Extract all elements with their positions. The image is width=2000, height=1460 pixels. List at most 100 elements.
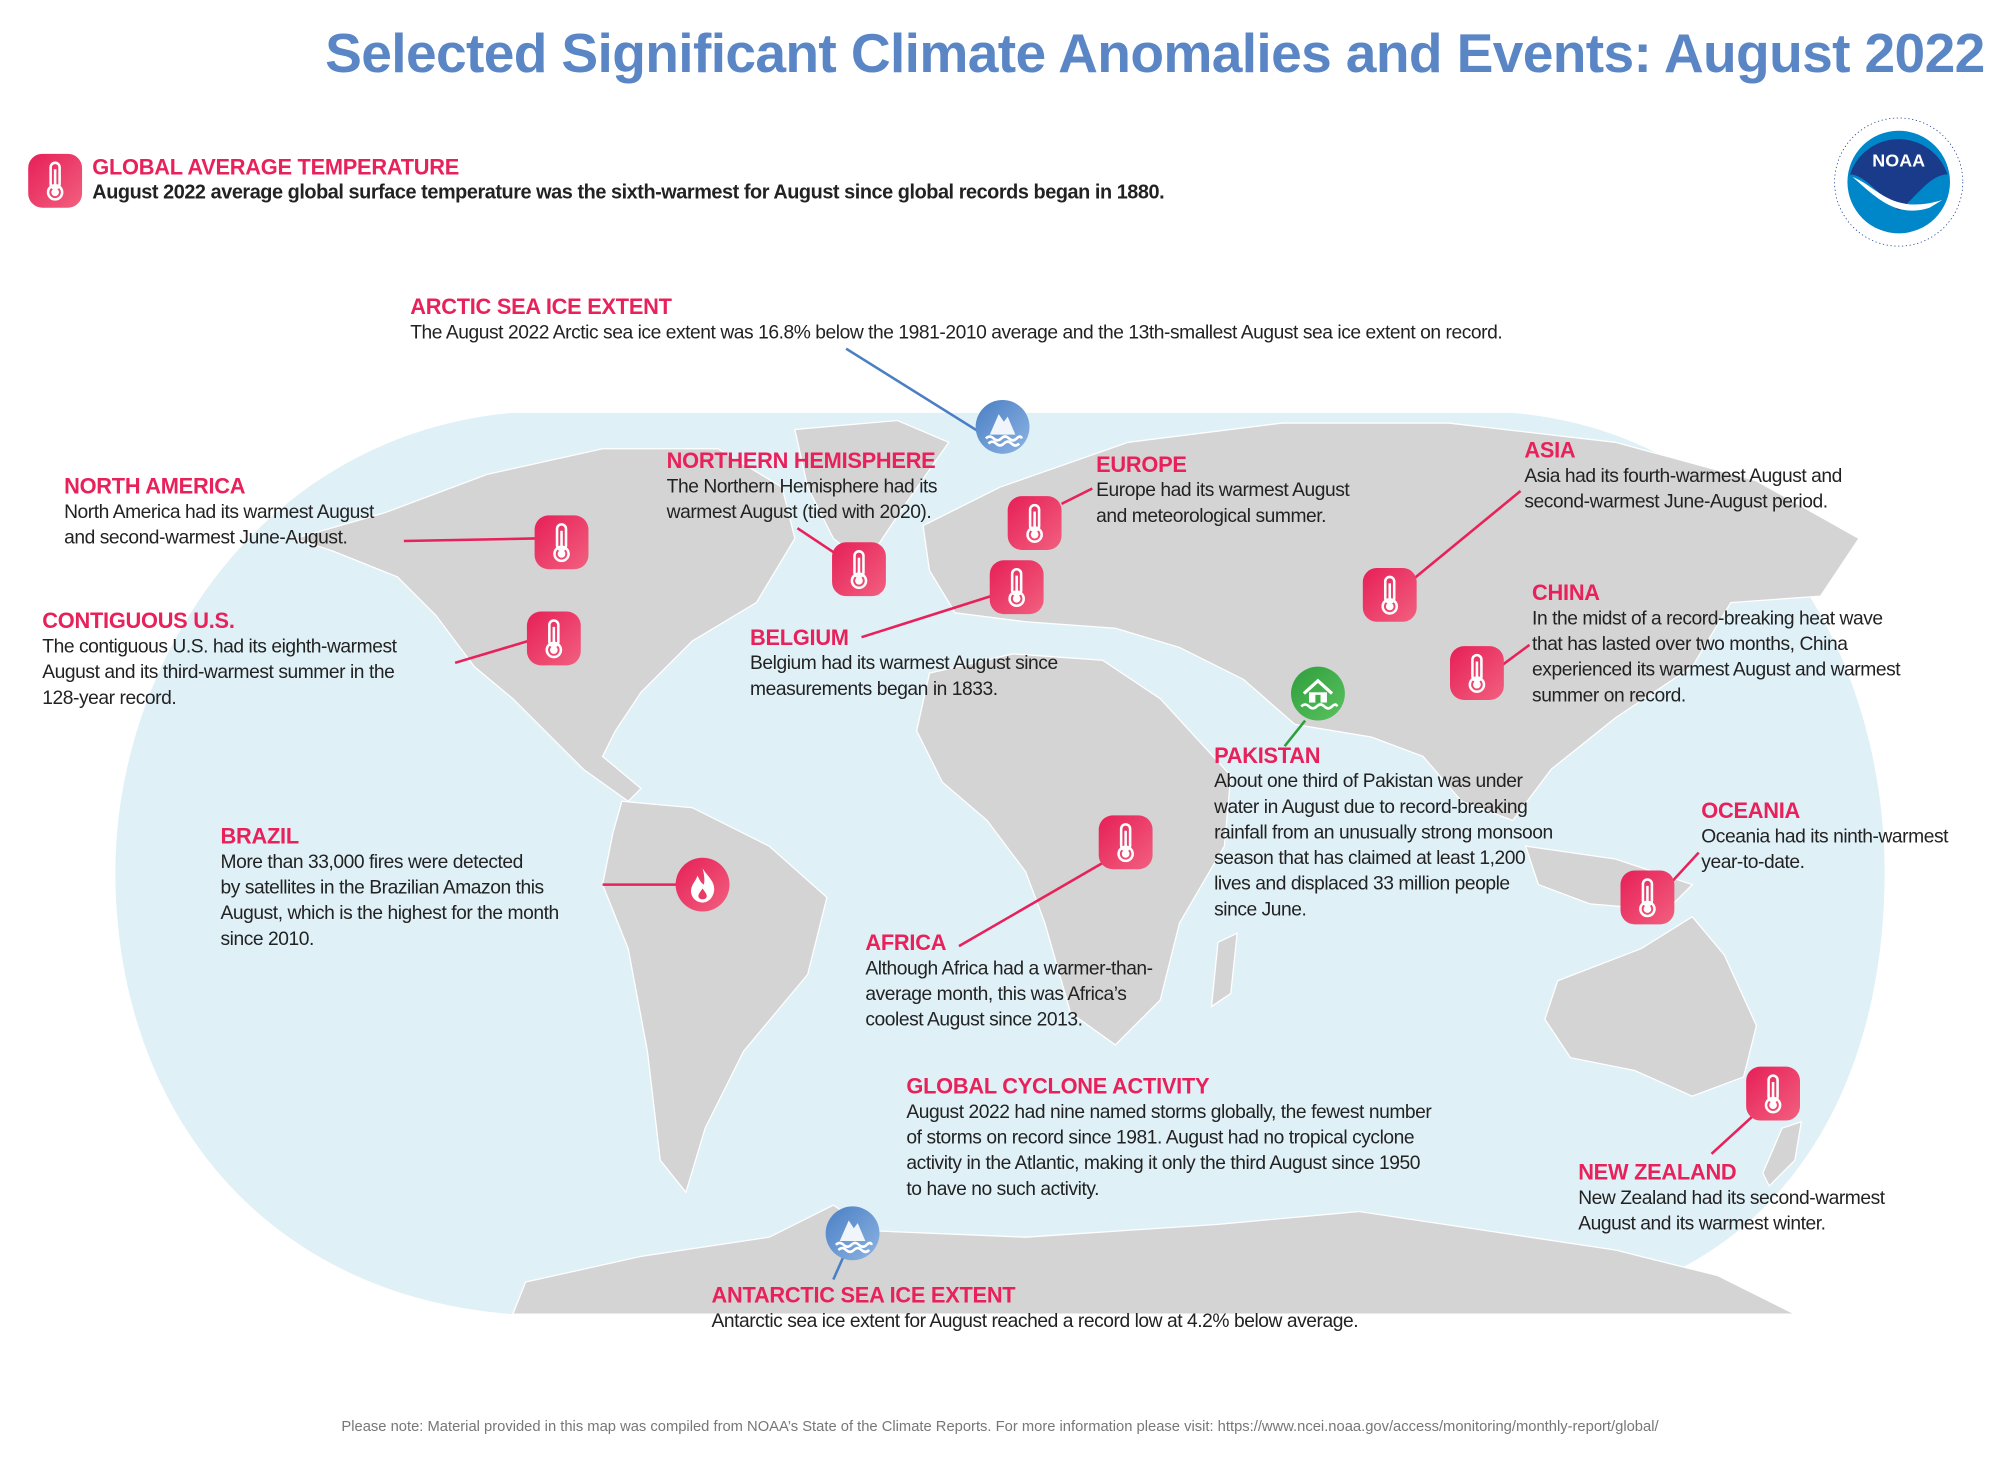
callout-text: August 2022 had nine named storms global… xyxy=(906,1101,1432,1124)
thermometer-icon xyxy=(534,515,589,570)
thermometer-icon xyxy=(1620,870,1675,925)
callout-text: Oceania had its ninth-warmest xyxy=(1701,825,1949,848)
callout-text: August, which is the highest for the mon… xyxy=(220,902,560,925)
callout-pakistan: PAKISTAN About one third of Pakistan was… xyxy=(1214,744,1553,923)
callout-text: lives and displaced 33 million people xyxy=(1214,873,1510,895)
thermometer-icon xyxy=(28,153,83,208)
callout-heading: BELGIUM xyxy=(749,625,849,650)
callout-text: About one third of Pakistan was under xyxy=(1214,770,1523,793)
callout-china: CHINA In the midst of a record-breaking … xyxy=(1532,581,1901,709)
callout-text: The Northern Hemisphere had its xyxy=(666,475,938,498)
sea-ice-icon xyxy=(825,1206,880,1261)
callout-text: August and its third-warmest summer in t… xyxy=(42,661,395,684)
callout-heading: OCEANIA xyxy=(1701,798,1800,824)
callout-text: The August 2022 Arctic sea ice extent wa… xyxy=(410,321,1503,344)
callout-heading: BRAZIL xyxy=(220,824,300,849)
callout-text: measurements began in 1833. xyxy=(749,678,998,700)
land-greenland xyxy=(794,419,950,566)
callout-heading: NORTHERN HEMISPHERE xyxy=(666,448,936,474)
thermometer-icon xyxy=(1098,815,1153,870)
leader-line-oceania xyxy=(1668,851,1700,886)
callout-global-cyclone-activity: GLOBAL CYCLONE ACTIVITY August 2022 had … xyxy=(906,1074,1431,1202)
callout-text: summer on record. xyxy=(1532,684,1686,707)
leader-line-antarctic xyxy=(832,1255,845,1281)
callout-text: coolest August since 2013. xyxy=(865,1008,1083,1031)
callout-belgium: BELGIUM Belgium had its warmest August s… xyxy=(750,626,1058,703)
callout-text: More than 33,000 fires were detected xyxy=(220,851,524,874)
thermometer-icon xyxy=(989,560,1044,615)
callout-text: rainfall from an unusually strong monsoo… xyxy=(1214,821,1553,844)
page-title: Selected Significant Climate Anomalies a… xyxy=(325,23,1985,85)
callout-text: water in August due to record-breaking xyxy=(1214,796,1528,818)
land-south-america xyxy=(601,800,828,1194)
callout-europe: EUROPE Europe had its warmest August and… xyxy=(1096,452,1350,530)
callout-text: average month, this was Africa’s xyxy=(865,983,1127,1006)
callout-text: 128-year record. xyxy=(42,687,177,709)
leader-line-northern-hemisphere xyxy=(796,527,837,555)
callout-text: The contiguous U.S. had its eighth-warme… xyxy=(42,635,397,658)
thermometer-icon xyxy=(1449,646,1504,700)
callout-heading: NEW ZEALAND xyxy=(1578,1160,1737,1185)
callout-northern-hemisphere: NORTHERN HEMISPHERE The Northern Hemisph… xyxy=(666,448,938,526)
callout-text: of storms on record since 1981. August h… xyxy=(906,1126,1415,1149)
flood-icon xyxy=(1291,666,1345,721)
callout-contiguous-us: CONTIGUOUS U.S. The contiguous U.S. had … xyxy=(42,608,397,712)
callout-text: experienced its warmest August and warme… xyxy=(1532,658,1901,681)
fire-icon xyxy=(675,857,730,912)
callout-arctic: ARCTIC SEA ICE EXTENT The August 2022 Ar… xyxy=(410,295,1502,346)
global-average-temperature: GLOBAL AVERAGE TEMPERATURE August 2022 a… xyxy=(92,155,1164,206)
callout-text: warmest August (tied with 2020). xyxy=(666,501,932,524)
callout-text: since June. xyxy=(1214,898,1307,921)
callout-text: to have no such activity. xyxy=(906,1178,1100,1200)
leader-lines xyxy=(403,347,1758,1281)
callout-heading: GLOBAL AVERAGE TEMPERATURE xyxy=(92,155,460,180)
callout-heading: EUROPE xyxy=(1096,452,1187,477)
thermometer-icon xyxy=(526,611,581,666)
land-australia xyxy=(1544,915,1758,1097)
callout-text: activity in the Atlantic, making it only… xyxy=(906,1152,1421,1175)
callout-brazil: BRAZIL More than 33,000 fires were detec… xyxy=(220,824,560,952)
land-new-zealand xyxy=(1762,1120,1803,1187)
leader-line-asia xyxy=(1412,490,1522,581)
callout-heading: NORTH AMERICA xyxy=(64,474,246,499)
thermometer-icon xyxy=(1746,1066,1800,1121)
callout-heading: ANTARCTIC SEA ICE EXTENT xyxy=(711,1283,1016,1308)
leader-line-africa xyxy=(958,860,1106,948)
callout-heading: PAKISTAN xyxy=(1214,743,1321,768)
callout-text: Although Africa had a warmer-than- xyxy=(865,957,1153,980)
callout-text: Belgium had its warmest August since xyxy=(749,652,1058,675)
leader-line-arctic xyxy=(845,347,981,434)
callout-text: that has lasted over two months, China xyxy=(1532,633,1848,656)
sea-ice-icon xyxy=(975,399,1030,454)
callout-heading: CONTIGUOUS U.S. xyxy=(42,608,235,634)
callout-new-zealand: NEW ZEALAND New Zealand had its second-w… xyxy=(1578,1160,1885,1237)
noaa-logo: NOAA xyxy=(1834,117,1964,247)
callout-text: August 2022 average global surface tempe… xyxy=(92,182,1165,204)
leader-line-north-america xyxy=(403,537,536,543)
thermometer-icon xyxy=(1362,567,1417,622)
callout-asia: ASIA Asia had its fourth-warmest August … xyxy=(1524,438,1842,515)
leader-line-belgium xyxy=(861,594,992,639)
land-africa xyxy=(915,653,1232,1046)
leader-line-contiguous-us xyxy=(454,639,529,665)
thermometer-icon xyxy=(1007,496,1062,550)
callout-text: since 2010. xyxy=(220,928,315,950)
callout-text: August and its warmest winter. xyxy=(1578,1212,1826,1235)
callout-text: and second-warmest June-August. xyxy=(64,526,348,549)
callout-antarctic: ANTARCTIC SEA ICE EXTENT Antarctic sea i… xyxy=(712,1283,1359,1334)
noaa-logo-text: NOAA xyxy=(1872,151,1925,171)
callout-oceania: OCEANIA Oceania had its ninth-warmest ye… xyxy=(1701,799,1948,876)
callout-text: New Zealand had its second-warmest xyxy=(1578,1187,1885,1209)
leader-line-pakistan xyxy=(1283,719,1307,747)
callout-heading: ASIA xyxy=(1524,438,1576,463)
footnote: Please note: Material provided in this m… xyxy=(341,1419,1659,1435)
callout-text: North America had its warmest August xyxy=(64,501,374,524)
callout-text: by satellites in the Brazilian Amazon th… xyxy=(220,876,545,899)
callout-text: Antarctic sea ice extent for August reac… xyxy=(711,1310,1359,1333)
callout-text: and meteorological summer. xyxy=(1096,505,1327,527)
leader-line-europe xyxy=(1060,487,1093,505)
callout-text: season that has claimed at least 1,200 xyxy=(1214,847,1526,870)
callout-text: year-to-date. xyxy=(1701,851,1805,874)
